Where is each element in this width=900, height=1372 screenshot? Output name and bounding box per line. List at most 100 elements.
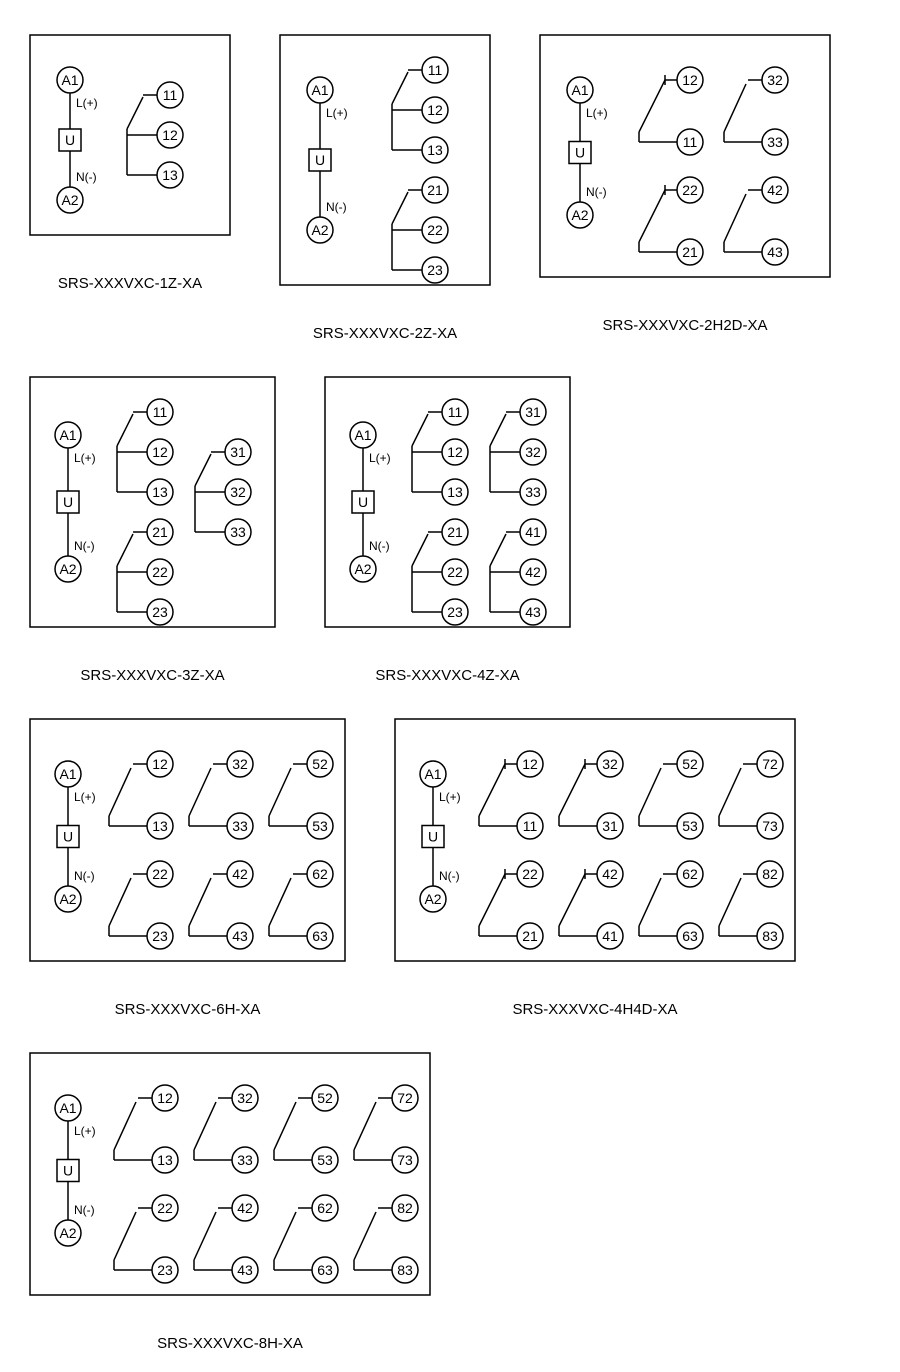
svg-text:62: 62: [317, 1200, 333, 1216]
svg-text:13: 13: [447, 484, 463, 500]
relay-schematic: UA1A2L(+)N(-)121322233233424352536263727…: [20, 1038, 440, 1310]
svg-text:22: 22: [522, 866, 538, 882]
svg-text:33: 33: [767, 134, 783, 150]
svg-text:73: 73: [762, 818, 778, 834]
svg-text:12: 12: [447, 444, 463, 460]
svg-text:62: 62: [312, 866, 328, 882]
svg-text:A2: A2: [571, 207, 588, 223]
svg-text:23: 23: [152, 604, 168, 620]
svg-text:63: 63: [317, 1262, 333, 1278]
svg-text:U: U: [575, 145, 585, 161]
svg-text:31: 31: [230, 444, 246, 460]
svg-text:32: 32: [230, 484, 246, 500]
svg-text:22: 22: [152, 866, 168, 882]
svg-text:A2: A2: [59, 561, 76, 577]
svg-text:12: 12: [682, 72, 698, 88]
svg-text:A2: A2: [311, 222, 328, 238]
svg-text:83: 83: [397, 1262, 413, 1278]
svg-text:N(-): N(-): [439, 869, 460, 883]
svg-text:A2: A2: [61, 192, 78, 208]
diagram-block: UA1A2L(+)N(-)111213212223313233414243SRS…: [315, 362, 580, 684]
svg-text:63: 63: [312, 928, 328, 944]
svg-text:11: 11: [428, 62, 443, 78]
diagram-label: SRS-XXXVXC-2H2D-XA: [602, 317, 767, 334]
svg-text:21: 21: [152, 524, 168, 540]
svg-text:U: U: [63, 1163, 73, 1179]
svg-text:23: 23: [427, 262, 443, 278]
diagram-block: UA1A2L(+)N(-)121322233233424352536263SRS…: [20, 704, 355, 1018]
svg-text:43: 43: [232, 928, 248, 944]
svg-text:33: 33: [230, 524, 246, 540]
svg-text:N(-): N(-): [586, 185, 607, 199]
svg-text:23: 23: [157, 1262, 173, 1278]
svg-text:12: 12: [157, 1090, 173, 1106]
svg-text:32: 32: [237, 1090, 253, 1106]
svg-text:52: 52: [682, 756, 698, 772]
svg-text:33: 33: [237, 1152, 253, 1168]
svg-text:12: 12: [152, 444, 168, 460]
svg-text:13: 13: [162, 167, 178, 183]
svg-text:L(+): L(+): [74, 790, 96, 804]
svg-text:22: 22: [447, 564, 463, 580]
svg-text:N(-): N(-): [369, 539, 390, 553]
svg-text:32: 32: [767, 72, 783, 88]
svg-text:U: U: [358, 494, 368, 510]
svg-text:62: 62: [682, 866, 698, 882]
svg-text:L(+): L(+): [74, 1124, 96, 1138]
svg-text:U: U: [428, 829, 438, 845]
svg-text:A1: A1: [59, 1100, 76, 1116]
svg-text:22: 22: [682, 182, 698, 198]
svg-text:A1: A1: [571, 82, 588, 98]
svg-text:31: 31: [525, 404, 541, 420]
svg-text:U: U: [65, 132, 75, 148]
svg-text:N(-): N(-): [74, 539, 95, 553]
svg-text:11: 11: [153, 404, 168, 420]
diagram-block: UA1A2L(+)N(-)111213212223313233SRS-XXXVX…: [20, 362, 285, 684]
relay-schematic: UA1A2L(+)N(-)121122213231424152536263727…: [385, 704, 805, 976]
svg-text:A2: A2: [59, 891, 76, 907]
svg-text:A1: A1: [424, 766, 441, 782]
relay-schematic: UA1A2L(+)N(-)111213212223313233414243: [315, 362, 580, 642]
svg-text:83: 83: [762, 928, 778, 944]
svg-text:A2: A2: [424, 891, 441, 907]
svg-text:U: U: [63, 494, 73, 510]
svg-text:A1: A1: [59, 427, 76, 443]
relay-schematic: UA1A2L(+)N(-)111213212223: [270, 20, 500, 300]
svg-text:L(+): L(+): [326, 106, 348, 120]
svg-text:A1: A1: [311, 82, 328, 98]
svg-text:32: 32: [232, 756, 248, 772]
svg-text:12: 12: [152, 756, 168, 772]
svg-text:41: 41: [525, 524, 541, 540]
svg-text:23: 23: [152, 928, 168, 944]
svg-text:73: 73: [397, 1152, 413, 1168]
svg-text:N(-): N(-): [76, 170, 97, 184]
relay-schematic: UA1A2L(+)N(-)1211222132334243: [530, 20, 840, 292]
svg-text:21: 21: [427, 182, 443, 198]
svg-text:N(-): N(-): [326, 200, 347, 214]
relay-schematic: UA1A2L(+)N(-)111213: [20, 20, 240, 250]
diagram-block: UA1A2L(+)N(-)111213212223SRS-XXXVXC-2Z-X…: [270, 20, 500, 342]
diagram-label: SRS-XXXVXC-2Z-XA: [313, 325, 457, 342]
svg-text:33: 33: [232, 818, 248, 834]
svg-text:L(+): L(+): [76, 96, 98, 110]
diagram-label: SRS-XXXVXC-6H-XA: [115, 1001, 261, 1018]
relay-schematic: UA1A2L(+)N(-)121322233233424352536263: [20, 704, 355, 976]
svg-text:42: 42: [525, 564, 541, 580]
svg-text:82: 82: [762, 866, 778, 882]
svg-text:32: 32: [602, 756, 618, 772]
svg-text:12: 12: [427, 102, 443, 118]
svg-text:42: 42: [232, 866, 248, 882]
svg-text:A2: A2: [59, 1225, 76, 1241]
diagram-block: UA1A2L(+)N(-)111213SRS-XXXVXC-1Z-XA: [20, 20, 240, 342]
svg-text:53: 53: [682, 818, 698, 834]
svg-text:U: U: [63, 829, 73, 845]
svg-text:13: 13: [157, 1152, 173, 1168]
svg-text:L(+): L(+): [74, 451, 96, 465]
diagram-label: SRS-XXXVXC-8H-XA: [157, 1335, 303, 1352]
diagram-label: SRS-XXXVXC-1Z-XA: [58, 275, 202, 292]
svg-text:21: 21: [447, 524, 463, 540]
svg-text:63: 63: [682, 928, 698, 944]
diagram-block: UA1A2L(+)N(-)121122213231424152536263727…: [385, 704, 805, 1018]
svg-text:A1: A1: [354, 427, 371, 443]
svg-text:33: 33: [525, 484, 541, 500]
